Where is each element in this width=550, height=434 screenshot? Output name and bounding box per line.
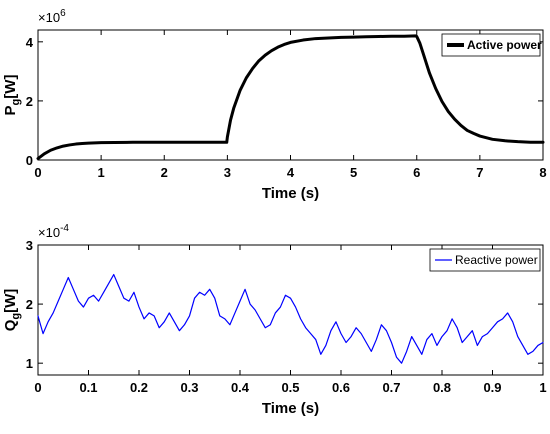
reactive-power-y-ticks: 1 2 3 <box>26 238 543 371</box>
active-power-y-axis-label-unit: [W] <box>2 75 19 99</box>
reactive-power-x-ticks: 0 0.1 0.2 0.3 0.4 0.5 0.6 0.7 0.8 0.9 1 <box>34 245 547 395</box>
reactive-power-x-tick-label: 0.3 <box>180 380 198 395</box>
active-power-x-tick-label: 1 <box>98 165 105 180</box>
reactive-power-y-axis-label-unit: [W] <box>2 289 19 313</box>
reactive-power-y-tick-label: 1 <box>26 356 33 371</box>
reactive-power-x-tick-label: 1 <box>539 380 546 395</box>
reactive-power-x-tick-label: 0 <box>34 380 41 395</box>
reactive-power-legend-label: Reactive power <box>455 253 538 267</box>
active-power-x-tick-label: 0 <box>34 165 41 180</box>
reactive-power-legend: Reactive power <box>429 248 541 272</box>
reactive-power-x-tick-label: 0.4 <box>231 380 250 395</box>
active-power-y-exponent: ×106 <box>38 8 66 25</box>
reactive-power-legend-box <box>429 248 541 272</box>
active-power-y-axis-label: Pg[W] <box>2 75 22 116</box>
active-power-y-axis-label-sub: g <box>10 99 22 106</box>
active-power-x-tick-label: 7 <box>476 165 483 180</box>
reactive-power-y-exponent-base: ×10 <box>38 225 60 240</box>
reactive-power-x-tick-label: 0.9 <box>483 380 501 395</box>
active-power-series-line <box>36 34 545 161</box>
active-power-x-tick-label: 3 <box>224 165 231 180</box>
reactive-power-x-tick-label: 0.7 <box>382 380 400 395</box>
reactive-power-y-axis-label-sub: g <box>10 313 22 320</box>
reactive-power-y-tick-label: 3 <box>26 238 33 253</box>
active-power-x-tick-label: 6 <box>413 165 420 180</box>
reactive-power-x-tick-label: 0.1 <box>79 380 97 395</box>
active-power-y-tick-label: 4 <box>26 35 34 50</box>
active-power-series-layer <box>36 34 545 161</box>
reactive-power-x-tick-label: 0.2 <box>130 380 148 395</box>
reactive-power-y-tick-label: 2 <box>26 297 33 312</box>
reactive-power-series-layer <box>37 273 544 364</box>
active-power-y-tick-label: 2 <box>26 94 33 109</box>
active-power-x-tick-label: 2 <box>161 165 168 180</box>
active-power-legend-label: Active power <box>467 38 542 52</box>
reactive-power-chart: 0 0.1 0.2 0.3 0.4 0.5 0.6 0.7 0.8 0.9 1 123 ×10-4 … <box>2 223 547 417</box>
active-power-y-exponent-power: 6 <box>60 8 66 19</box>
active-power-x-tick-label: 8 <box>539 165 546 180</box>
active-power-x-tick-label: 5 <box>350 165 357 180</box>
active-power-legend-box <box>441 33 541 57</box>
active-power-y-axis-label-main: P <box>2 105 19 115</box>
reactive-power-x-axis-label: Time (s) <box>262 400 319 417</box>
reactive-power-x-tick-label: 0.8 <box>433 380 451 395</box>
reactive-power-y-axis-label-main: Q <box>2 319 19 331</box>
active-power-x-axis-label: Time (s) <box>262 185 319 202</box>
active-power-legend: Active power <box>441 33 542 57</box>
active-power-x-ticks: 0 1 2 3 4 5 6 7 8 <box>34 30 547 180</box>
reactive-power-y-axis-label: Qg[W] <box>2 289 22 332</box>
active-power-y-tick-label: 0 <box>26 153 33 168</box>
reactive-power-series-line <box>37 273 544 364</box>
reactive-power-x-tick-label: 0.5 <box>281 380 299 395</box>
active-power-y-exponent-base: ×10 <box>38 10 60 25</box>
active-power-x-tick-label: 4 <box>287 165 295 180</box>
reactive-power-y-exponent-power: -4 <box>60 223 69 234</box>
reactive-power-x-tick-label: 0.6 <box>332 380 350 395</box>
reactive-power-y-exponent: ×10-4 <box>38 223 69 240</box>
